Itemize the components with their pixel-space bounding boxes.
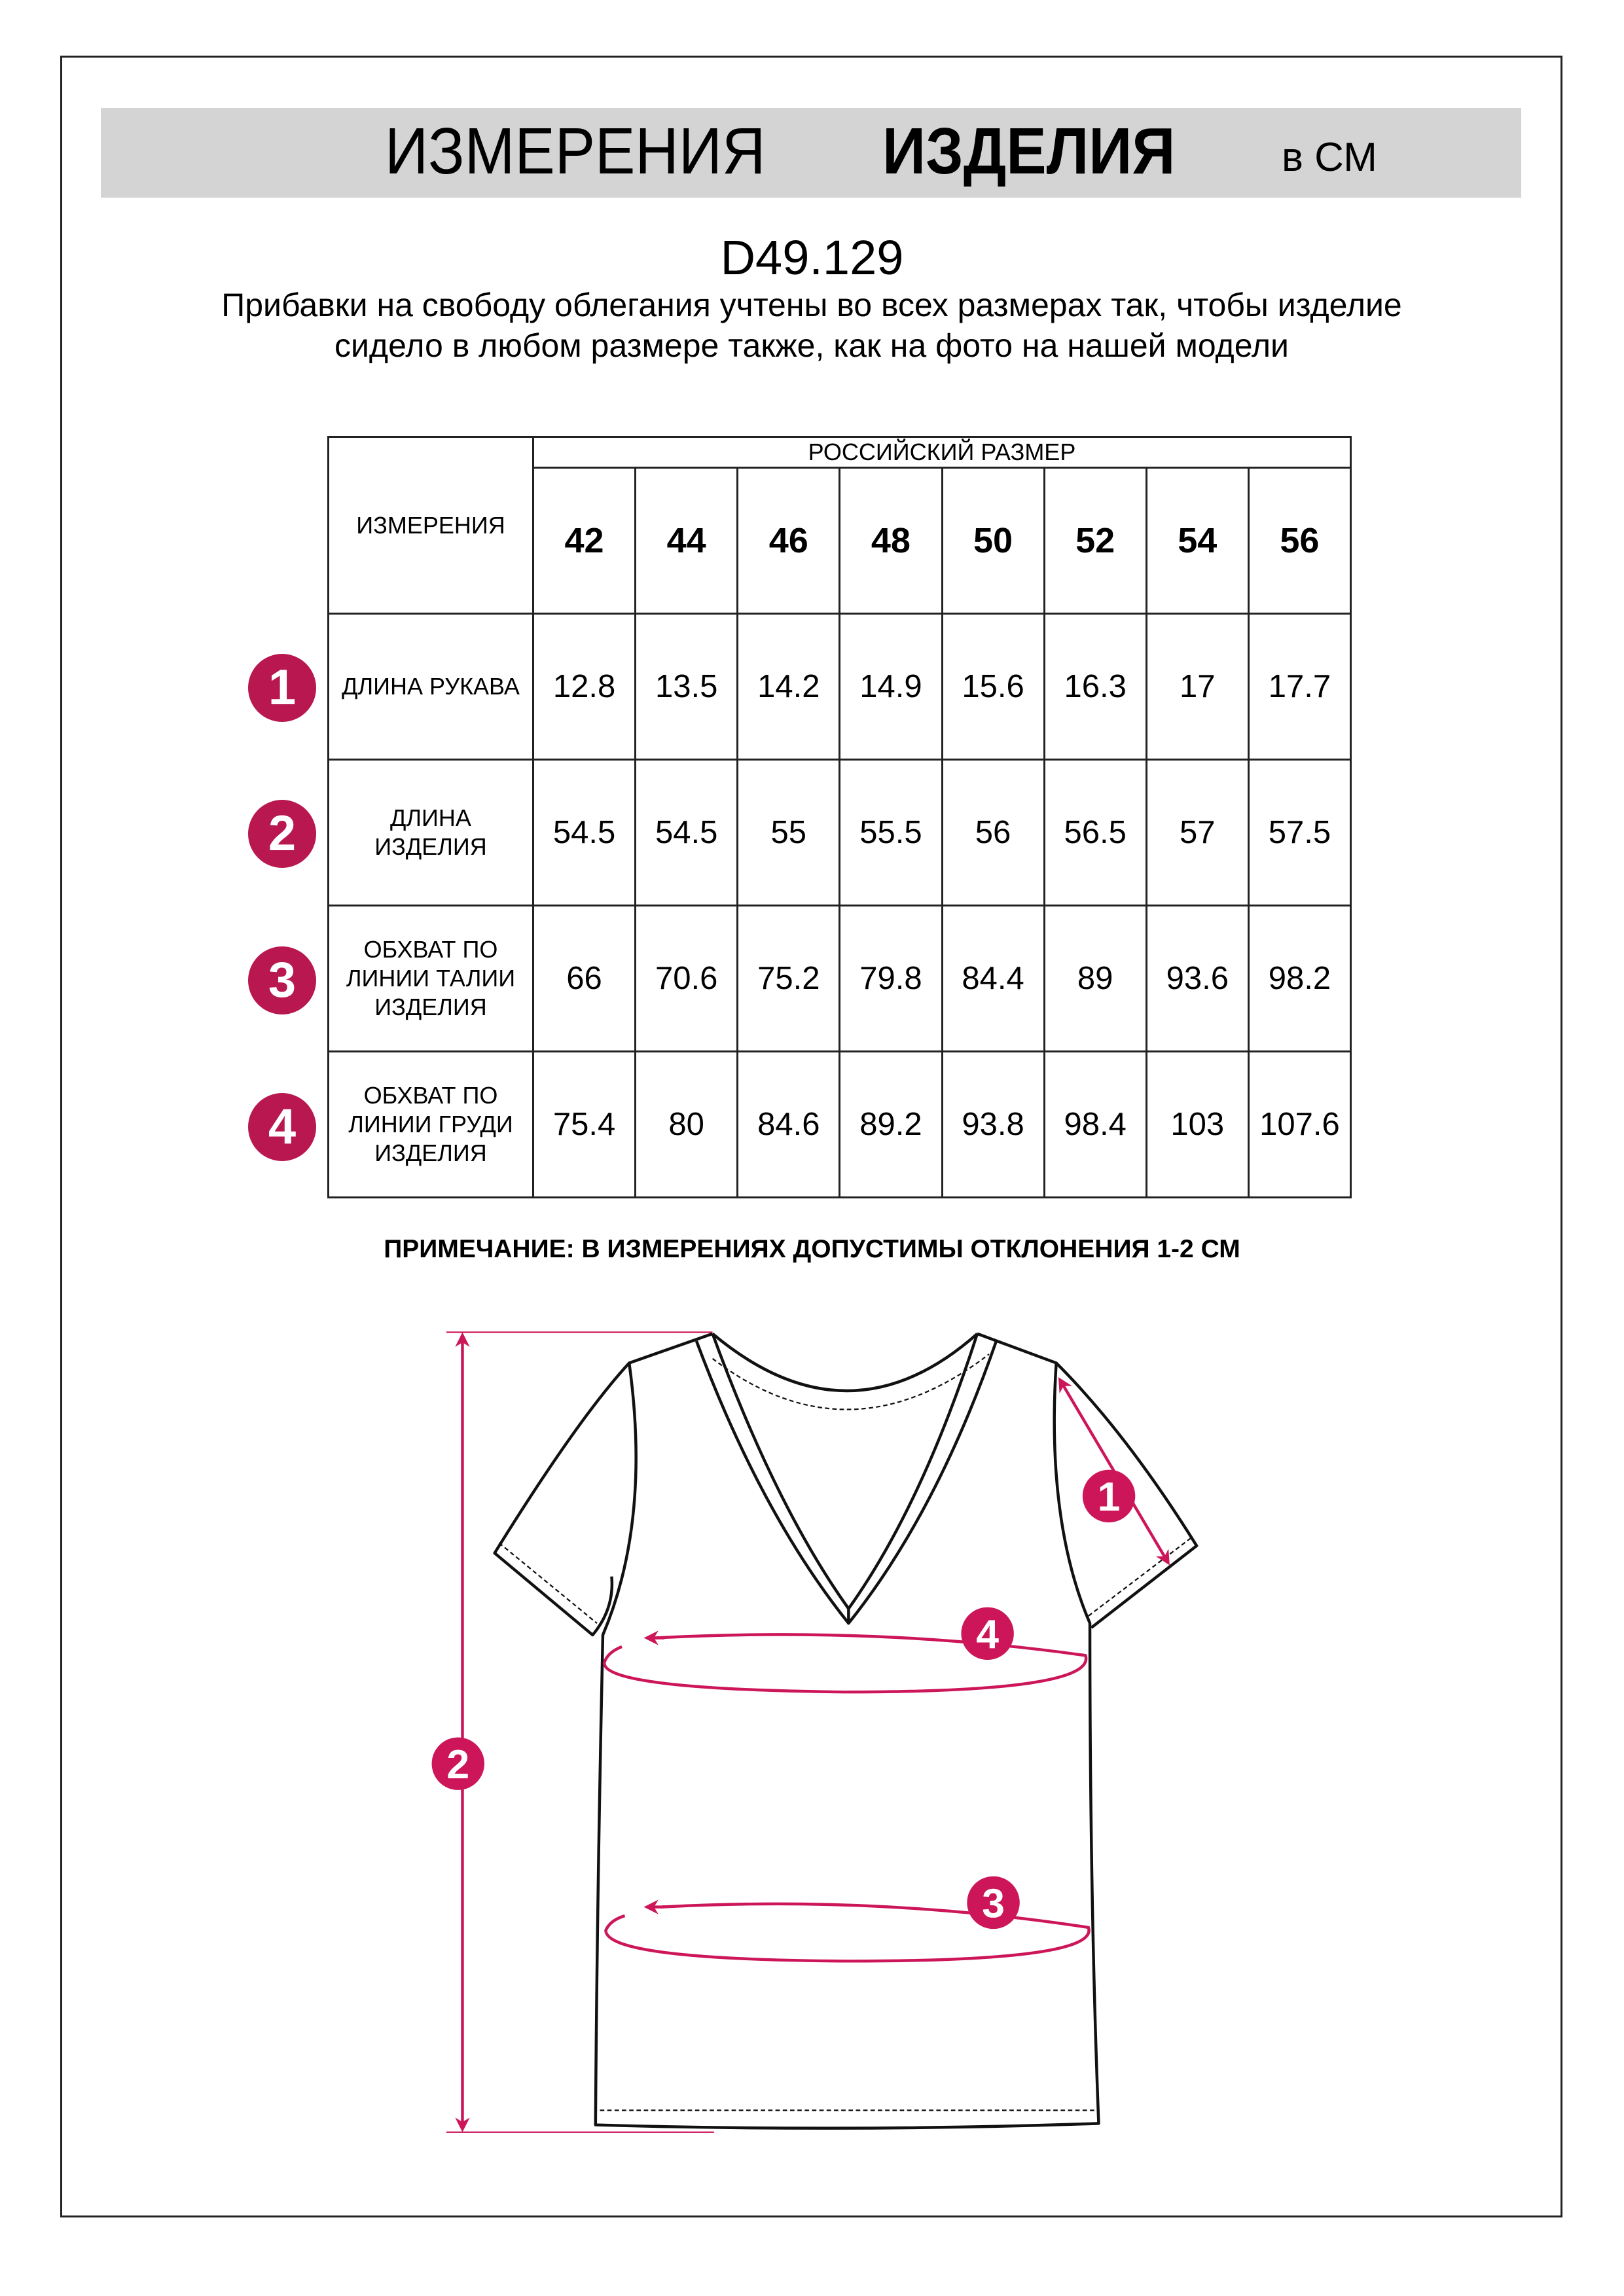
cell: 56 (941, 759, 1045, 906)
cell: 89 (1043, 905, 1147, 1052)
corner-label: ИЗМЕРЕНИЯ (327, 436, 534, 615)
size-header: 44 (634, 467, 739, 615)
cell: 12.8 (532, 613, 637, 761)
row-label: ОБХВАТ ПО ЛИНИИ ТАЛИИ ИЗДЕЛИЯ (327, 905, 534, 1052)
title-bold: ИЗДЕЛИЯ (882, 115, 1176, 188)
cell: 15.6 (941, 613, 1045, 761)
cell: 89.2 (839, 1050, 943, 1198)
measure-lines (446, 1331, 1170, 2133)
diagram-badge-2-label: 2 (446, 1742, 469, 1787)
row-label: ДЛИНА ИЗДЕЛИЯ (327, 759, 534, 906)
page-frame (60, 56, 1562, 2217)
cell: 79.8 (839, 905, 943, 1052)
product-code: D49.129 (720, 230, 904, 285)
size-header: 54 (1145, 467, 1250, 615)
cell: 56.5 (1043, 759, 1147, 906)
cell: 103 (1145, 1050, 1250, 1198)
size-header: 56 (1247, 467, 1352, 615)
cell: 80 (634, 1050, 739, 1198)
cell: 17 (1145, 613, 1250, 761)
cell: 93.6 (1145, 905, 1250, 1052)
cell: 75.2 (736, 905, 841, 1052)
size-table: ИЗМЕРЕНИЯ РОССИЙСКИЙ РАЗМЕР 42 44 46 48 … (327, 436, 1352, 1198)
cell: 54.5 (634, 759, 739, 906)
size-header: 52 (1043, 467, 1147, 615)
size-header: 50 (941, 467, 1045, 615)
cell: 93.8 (941, 1050, 1045, 1198)
cell: 98.4 (1043, 1050, 1147, 1198)
cell: 54.5 (532, 759, 637, 906)
cell: 16.3 (1043, 613, 1147, 761)
cell: 107.6 (1247, 1050, 1352, 1198)
tshirt-outline (493, 1332, 1199, 2130)
diagram-badge-4-label: 4 (976, 1611, 999, 1657)
size-row: 42 44 46 48 50 52 54 56 (329, 467, 1352, 615)
cell: 55.5 (839, 759, 943, 906)
cell: 84.4 (941, 905, 1045, 1052)
cell: 57 (1145, 759, 1250, 906)
title-unit: в СМ (1282, 135, 1377, 180)
badge-4: 4 (248, 1093, 316, 1161)
diagram-badge-3 (967, 1876, 1020, 1929)
description: Прибавки на свободу облегания учтены во … (221, 287, 1402, 364)
row-label: ОБХВАТ ПО ЛИНИИ ГРУДИ ИЗДЕЛИЯ (327, 1050, 534, 1198)
cell: 57.5 (1247, 759, 1352, 906)
table-row: ОБХВАТ ПО ЛИНИИ ТАЛИИ ИЗДЕЛИЯ 66 70.6 75… (327, 905, 1352, 1052)
table-row: ДЛИНА РУКАВА 12.8 13.5 14.2 14.9 15.6 16… (327, 613, 1352, 761)
cell: 13.5 (634, 613, 739, 761)
diagram-badge-3-label: 3 (982, 1880, 1005, 1926)
badge-1: 1 (248, 654, 316, 722)
size-group-label: РОССИЙСКИЙ РАЗМЕР (532, 436, 1352, 469)
size-header: 46 (736, 467, 841, 615)
diagram-badge-1 (1082, 1469, 1136, 1523)
cell: 14.2 (736, 613, 841, 761)
bust-ellipse (602, 1633, 1088, 1694)
table-row: ОБХВАТ ПО ЛИНИИ ГРУДИ ИЗДЕЛИЯ 75.4 80 84… (327, 1050, 1352, 1198)
note: ПРИМЕЧАНИЕ: В ИЗМЕРЕНИЯХ ДОПУСТИМЫ ОТКЛО… (384, 1235, 1240, 1263)
cell: 70.6 (634, 905, 739, 1052)
size-header: 42 (532, 467, 637, 615)
cell: 66 (532, 905, 637, 1052)
cell: 75.4 (532, 1050, 637, 1198)
size-header: 48 (839, 467, 943, 615)
cell: 14.9 (839, 613, 943, 761)
cell: 98.2 (1247, 905, 1352, 1052)
cell: 55 (736, 759, 841, 906)
diagram-badges: 1 2 3 4 (431, 1469, 1136, 1929)
badge-2: 2 (248, 800, 316, 868)
row-label: ДЛИНА РУКАВА (327, 613, 534, 761)
title-regular: ИЗМЕРЕНИЯ (385, 115, 766, 188)
waist-ellipse (604, 1902, 1091, 1963)
badge-3: 3 (248, 946, 316, 1014)
cell: 17.7 (1247, 613, 1352, 761)
title-banner (101, 108, 1521, 198)
diagram-badge-1-label: 1 (1098, 1474, 1121, 1520)
diagram-badge-2 (431, 1737, 484, 1790)
diagram-badge-4 (961, 1607, 1014, 1660)
table-row: ДЛИНА ИЗДЕЛИЯ 54.5 54.5 55 55.5 56 56.5 … (327, 759, 1352, 906)
cell: 84.6 (736, 1050, 841, 1198)
